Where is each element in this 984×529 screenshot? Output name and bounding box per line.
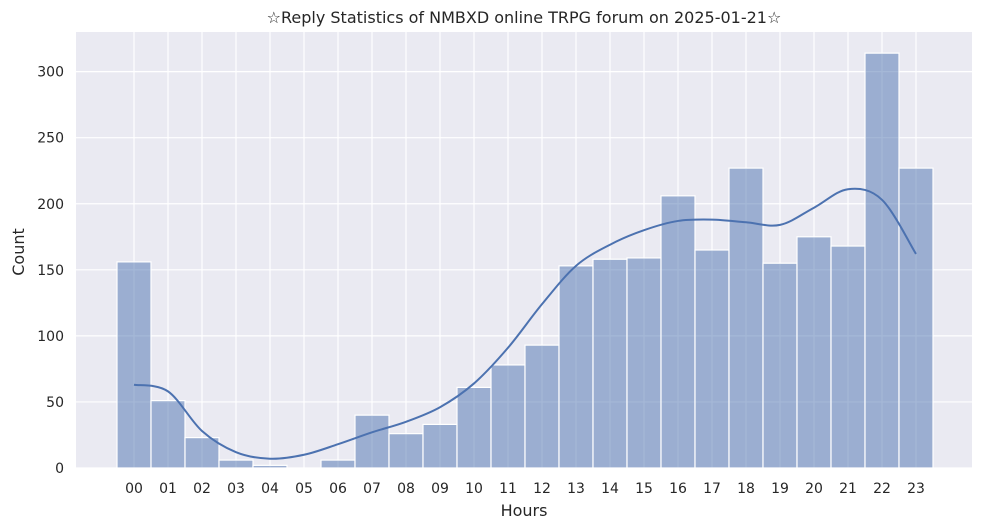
x-tick-label: 21 — [839, 481, 857, 497]
x-tick-label: 14 — [601, 481, 619, 497]
y-tick-label: 0 — [55, 461, 64, 477]
x-tick-label: 05 — [295, 481, 313, 497]
x-tick-label: 22 — [873, 481, 891, 497]
x-tick-label: 20 — [805, 481, 823, 497]
x-tick-label: 18 — [737, 481, 755, 497]
x-tick-label: 13 — [567, 481, 585, 497]
bar-21 — [830, 245, 866, 469]
y-tick-label: 100 — [37, 329, 64, 345]
bar-00 — [116, 261, 152, 469]
bar-08 — [388, 433, 424, 469]
x-ticks: 00 01 02 03 04 05 06 07 08 09 10 11 12 13 14 15 16 17 18 19… — [125, 481, 925, 497]
bar-16 — [660, 195, 696, 469]
bar-15 — [626, 257, 662, 469]
bar-07 — [354, 414, 390, 469]
bar-03 — [218, 459, 254, 469]
kde-curve-group — [133, 187, 917, 460]
x-tick-label: 10 — [465, 481, 483, 497]
x-tick-label: 15 — [635, 481, 653, 497]
bars — [116, 52, 934, 469]
x-tick-label: 02 — [193, 481, 211, 497]
y-ticks: 0 50 100 150 200 250 300 — [37, 65, 64, 477]
x-tick-label: 07 — [363, 481, 381, 497]
x-tick-label: 09 — [431, 481, 449, 497]
bar-09 — [422, 423, 458, 469]
chart-title: ☆Reply Statistics of NMBXD online TRPG f… — [267, 8, 782, 27]
bar-10 — [456, 386, 492, 469]
y-tick-label: 50 — [46, 395, 64, 411]
bar-22 — [864, 52, 900, 469]
bar-13 — [558, 265, 594, 469]
x-tick-label: 17 — [703, 481, 721, 497]
bar-19 — [762, 262, 798, 469]
x-tick-label: 01 — [159, 481, 177, 497]
bar-17 — [694, 249, 730, 469]
x-tick-label: 03 — [227, 481, 245, 497]
x-tick-label: 11 — [499, 481, 517, 497]
bar-04 — [252, 464, 288, 469]
x-tick-label: 16 — [669, 481, 687, 497]
y-tick-label: 150 — [37, 263, 64, 279]
bar-02 — [184, 437, 220, 469]
x-axis-label: Hours — [501, 501, 548, 520]
x-tick-label: 08 — [397, 481, 415, 497]
y-axis-label: Count — [9, 228, 28, 276]
y-tick-label: 300 — [37, 65, 64, 81]
bar-01 — [150, 400, 186, 469]
bar-12 — [524, 344, 560, 469]
bar-06 — [320, 459, 356, 469]
bar-18 — [728, 167, 764, 469]
x-tick-label: 04 — [261, 481, 279, 497]
x-tick-label: 19 — [771, 481, 789, 497]
x-tick-label: 23 — [907, 481, 925, 497]
x-tick-label: 06 — [329, 481, 347, 497]
kde-curve — [133, 187, 917, 460]
x-tick-label: 00 — [125, 481, 143, 497]
bar-11 — [490, 364, 526, 469]
bar-20 — [796, 236, 832, 469]
bar-14 — [592, 258, 628, 469]
y-tick-label: 200 — [37, 197, 64, 213]
bar-23 — [898, 167, 934, 469]
y-tick-label: 250 — [37, 131, 64, 147]
x-tick-label: 12 — [533, 481, 551, 497]
